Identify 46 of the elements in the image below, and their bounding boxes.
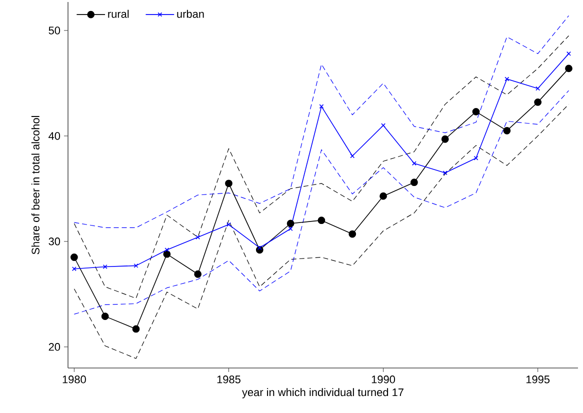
- point: [348, 230, 356, 238]
- point: [288, 226, 293, 232]
- line-series: [74, 90, 570, 315]
- point: [504, 76, 510, 82]
- point: [534, 98, 542, 106]
- point: [410, 178, 418, 186]
- point: [318, 216, 326, 224]
- y-tick-label: 20: [48, 343, 60, 351]
- y-tick-label: 40: [48, 132, 60, 140]
- point: [474, 156, 478, 160]
- point: [536, 86, 540, 91]
- point: [381, 123, 386, 128]
- point: [163, 250, 171, 258]
- x-tick-label: 1990: [372, 376, 396, 384]
- point: [196, 234, 200, 240]
- point: [350, 154, 355, 158]
- point: [102, 264, 108, 269]
- point: [257, 246, 262, 250]
- line-series: [74, 104, 570, 359]
- legend-label: rural: [108, 10, 129, 18]
- legend-label: urban: [177, 10, 204, 18]
- point: [380, 192, 387, 200]
- point: [164, 248, 170, 252]
- point: [134, 263, 138, 268]
- point: [101, 312, 109, 320]
- point: [286, 220, 294, 228]
- point: [503, 126, 511, 134]
- line-series: [74, 35, 570, 299]
- y-tick-label: 30: [48, 238, 60, 246]
- point: [225, 180, 232, 188]
- y-tick-label: 50: [48, 26, 60, 34]
- x-tick-label: 1985: [217, 376, 240, 384]
- point: [319, 104, 324, 109]
- point: [472, 108, 480, 116]
- point: [194, 270, 202, 278]
- point: [565, 64, 572, 72]
- point: [412, 161, 416, 166]
- x-tick-label: 1980: [62, 376, 86, 384]
- x-axis-title: year in which individual turned 17: [242, 388, 404, 398]
- point: [70, 254, 78, 261]
- x-tick-label: 1995: [526, 376, 550, 384]
- point: [132, 325, 140, 333]
- point: [226, 222, 231, 227]
- y-axis-title: Share of beer in total alcohol: [31, 116, 40, 254]
- point: [441, 135, 449, 143]
- point: [442, 170, 448, 176]
